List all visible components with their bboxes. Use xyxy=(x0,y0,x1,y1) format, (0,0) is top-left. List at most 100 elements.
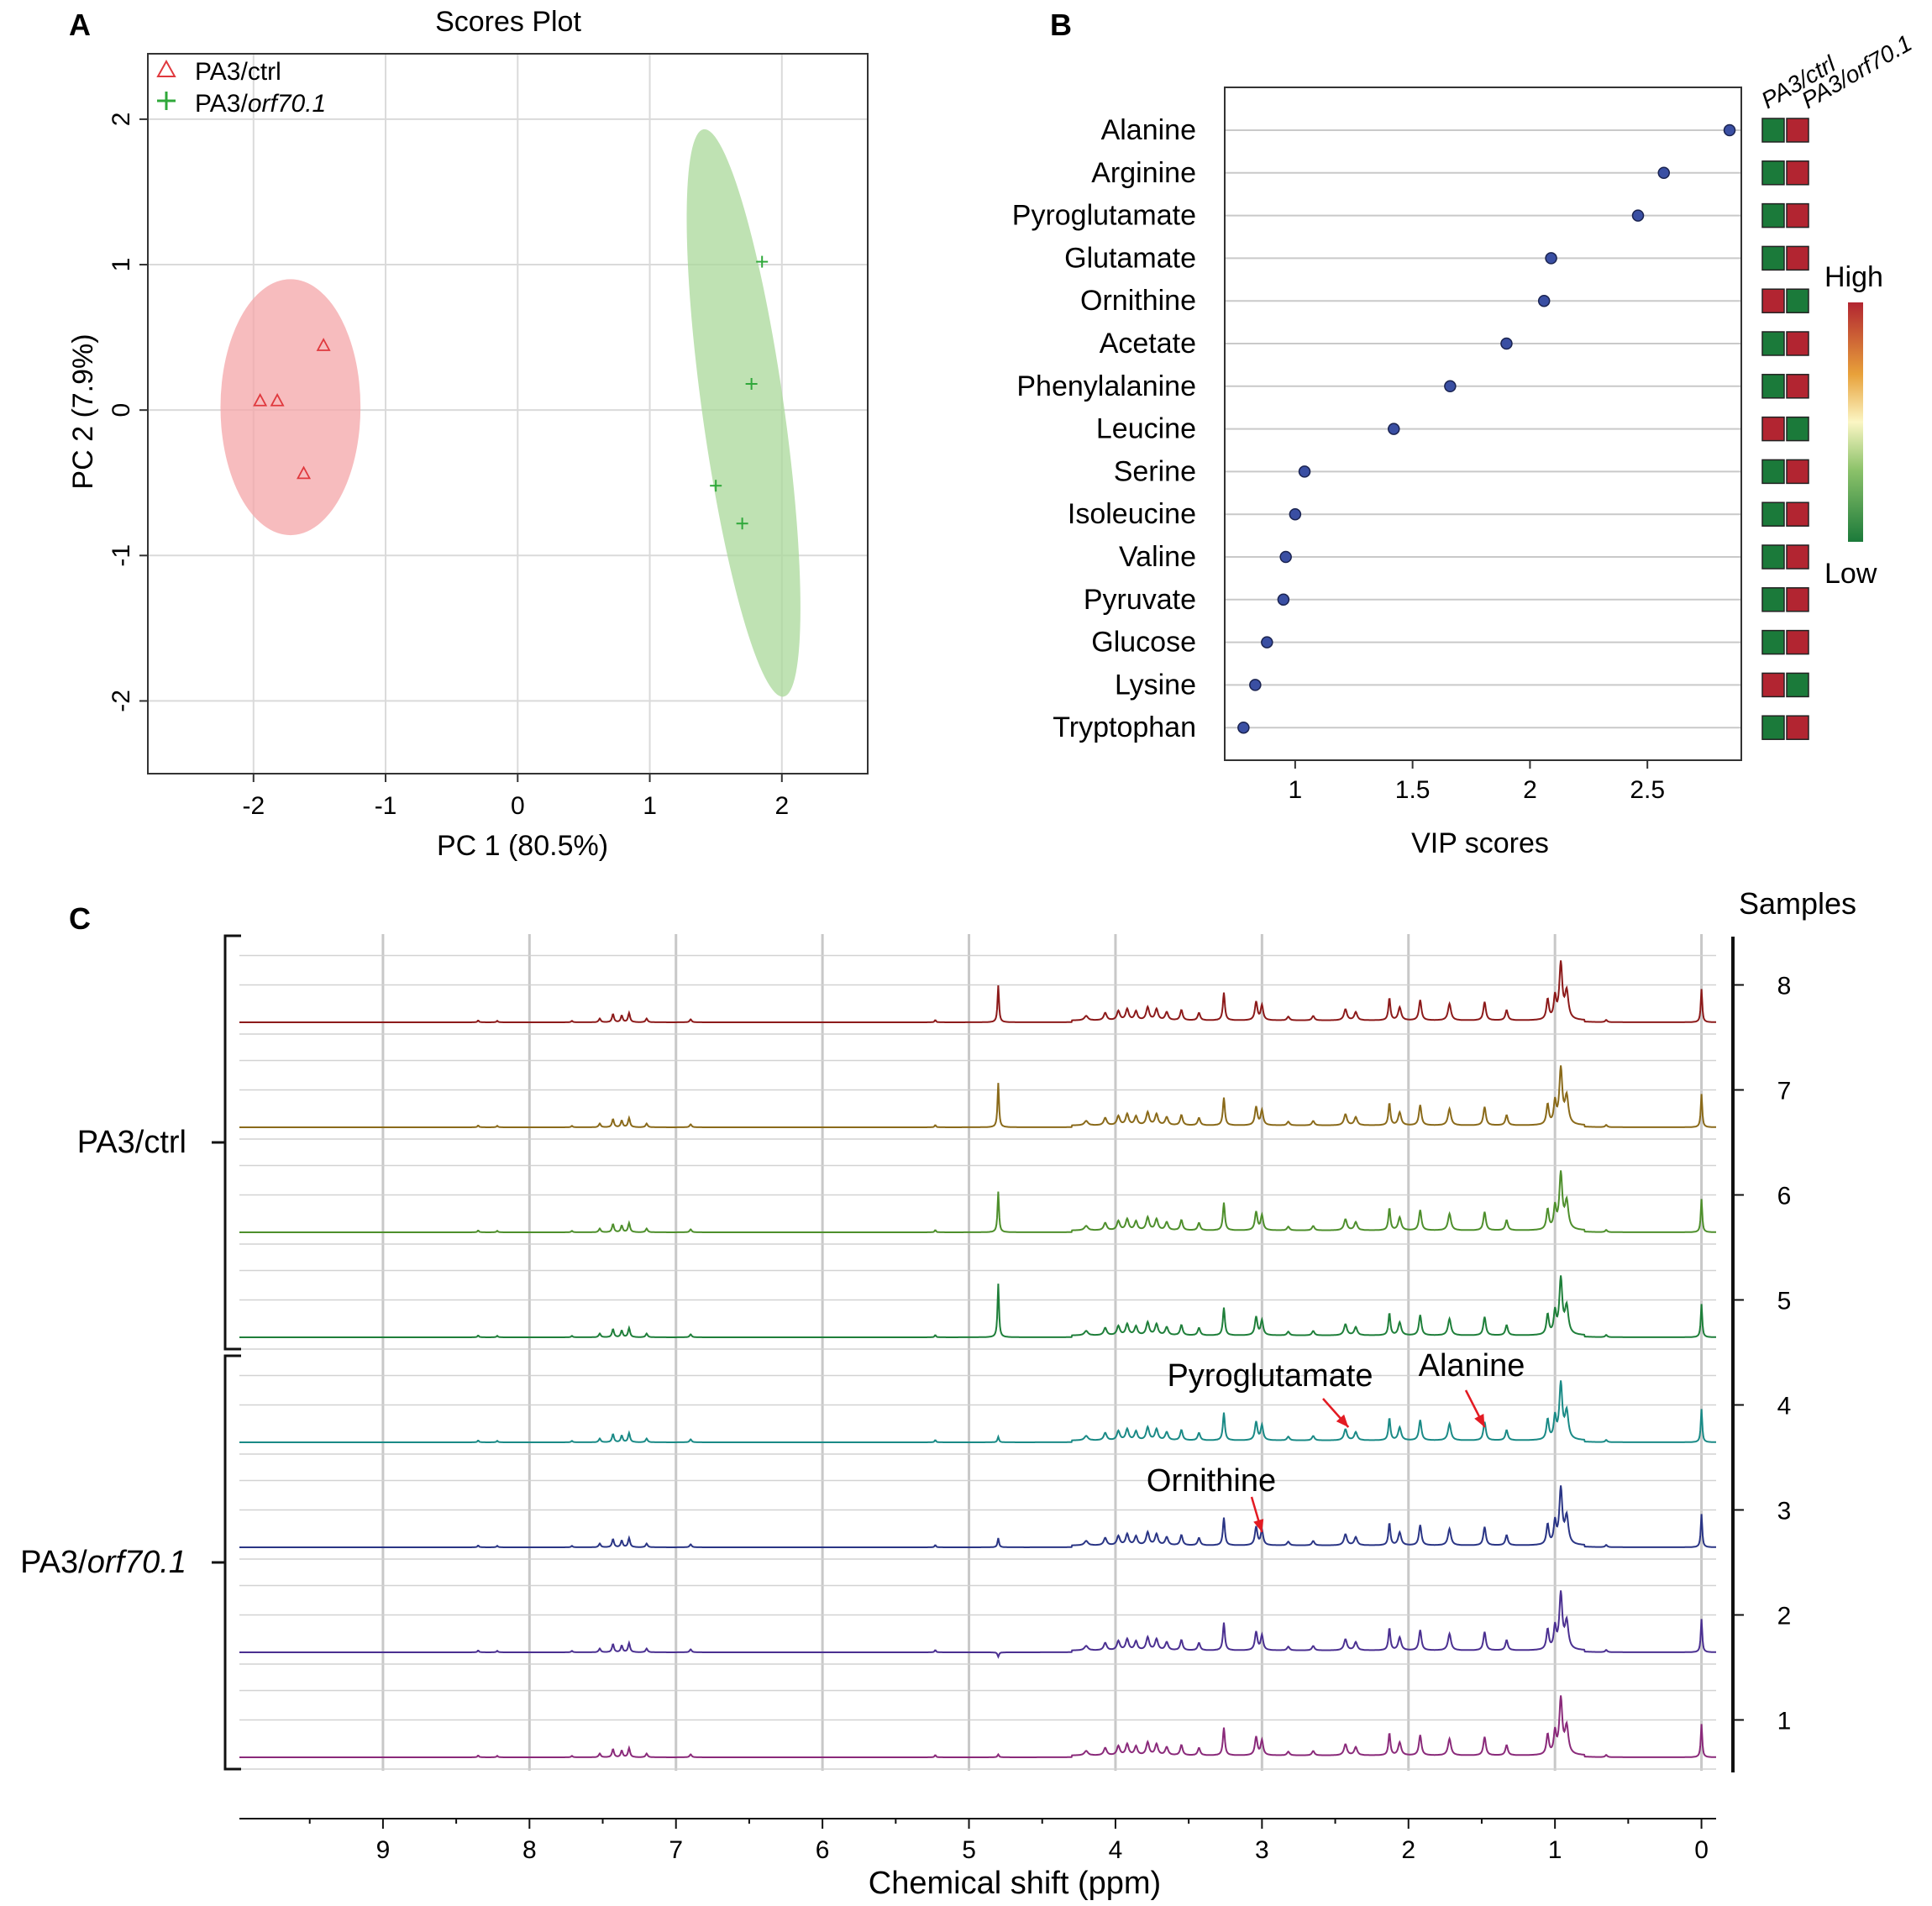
nmr-x-label: Chemical shift (ppm) xyxy=(869,1866,1161,1901)
panel-label-a: A xyxy=(69,8,91,42)
vip-point xyxy=(1500,337,1513,350)
nmr-x-tick-label: 0 xyxy=(1694,1836,1709,1864)
vip-point xyxy=(1279,550,1292,564)
vip-metabolite-label: Arginine xyxy=(1091,157,1196,189)
heat-cell-orf xyxy=(1786,160,1809,186)
vip-point xyxy=(1289,507,1302,521)
vip-x-tick-label: 1.5 xyxy=(1395,776,1431,804)
score-point-orf xyxy=(736,517,748,530)
heat-cell-ctrl xyxy=(1761,587,1785,612)
heat-cell-orf xyxy=(1786,416,1809,442)
vip-point xyxy=(1537,294,1551,307)
score-point-orf xyxy=(745,378,758,391)
spectrum-sample-7 xyxy=(239,1065,1716,1128)
heat-cell-ctrl xyxy=(1761,118,1785,143)
vip-point xyxy=(1237,721,1250,734)
nmr-sample-label: 4 xyxy=(1777,1393,1792,1420)
vip-metabolite-label: Alanine xyxy=(1101,114,1196,146)
nmr-x-tick-label: 2 xyxy=(1401,1836,1415,1864)
group-bracket xyxy=(223,934,241,1351)
nmr-x-tick-label: 8 xyxy=(522,1836,537,1864)
vip-point xyxy=(1631,209,1645,222)
heat-cell-orf xyxy=(1786,202,1809,228)
nmr-x-tick-label: 4 xyxy=(1109,1836,1123,1864)
scores-x-tick-label: 0 xyxy=(511,792,525,820)
nmr-x-tick-label: 5 xyxy=(962,1836,976,1864)
group-label: PA3/orf70.1 xyxy=(20,1545,186,1580)
vip-metabolite-label: Glutamate xyxy=(1064,242,1196,274)
nmr-x-tick-label: 7 xyxy=(669,1836,683,1864)
nmr-annotation-arrowhead xyxy=(1253,1519,1264,1532)
vip-point xyxy=(1277,593,1290,606)
scores-plot-frame xyxy=(147,53,869,774)
vip-metabolite-label: Pyruvate xyxy=(1084,584,1196,616)
heat-cell-ctrl xyxy=(1761,288,1785,313)
scores-x-tick-label: 1 xyxy=(643,792,657,820)
vip-point xyxy=(1657,166,1670,180)
scores-y-label: PC 2 (7.9%) xyxy=(67,333,99,489)
heat-cell-ctrl xyxy=(1761,544,1785,570)
heat-cell-orf xyxy=(1786,715,1809,740)
heat-cell-ctrl xyxy=(1761,202,1785,228)
nmr-sample-label: 6 xyxy=(1777,1183,1792,1210)
heat-cell-orf xyxy=(1786,374,1809,399)
spectrum-sample-5 xyxy=(239,1275,1716,1338)
scores-x-tick-label: 2 xyxy=(774,792,789,820)
legend-orf-plus-icon xyxy=(157,92,176,110)
vip-x-label: VIP scores xyxy=(1411,827,1549,859)
heat-cell-ctrl xyxy=(1761,715,1785,740)
nmr-x-tick-label: 9 xyxy=(376,1836,391,1864)
nmr-sample-label: 1 xyxy=(1777,1708,1792,1735)
heat-legend-high: High xyxy=(1824,261,1883,293)
nmr-annotation-label: Ornithine xyxy=(1147,1463,1276,1499)
nmr-x-tick-label: 1 xyxy=(1548,1836,1562,1864)
scores-y-tick-label: 0 xyxy=(108,403,135,417)
spectrum-sample-2 xyxy=(239,1590,1716,1659)
vip-x-tick-label: 2.5 xyxy=(1630,776,1665,804)
scores-x-label: PC 1 (80.5%) xyxy=(437,830,608,862)
heat-cell-orf xyxy=(1786,288,1809,313)
vip-rows: Alanine Arginine Pyroglutamate Glutamate Orn… xyxy=(1012,114,1809,743)
group-label-main: PA3/ xyxy=(20,1545,87,1580)
vip-point xyxy=(1261,636,1273,648)
nmr-x-tick-label: 3 xyxy=(1255,1836,1269,1864)
scores-points xyxy=(253,255,769,530)
scores-y-tick-label: 1 xyxy=(108,258,135,272)
heat-cell-orf xyxy=(1786,118,1809,143)
scores-y-tick-label: 2 xyxy=(108,113,135,127)
scores-y-ticks: -2 -1 0 1 2 xyxy=(108,113,148,712)
heat-cell-ctrl xyxy=(1761,160,1785,186)
vip-point xyxy=(1298,465,1311,478)
score-point-orf xyxy=(710,480,722,492)
confidence-ellipse-ctrl xyxy=(220,279,361,536)
heat-cell-orf xyxy=(1786,672,1809,698)
scores-x-tick-label: -1 xyxy=(375,792,397,820)
nmr-spectra xyxy=(239,960,1716,1758)
nmr-annotation-arrowhead xyxy=(1336,1414,1349,1427)
nmr-samples-title: Samples xyxy=(1739,886,1856,921)
nmr-annotation-arrowhead xyxy=(1474,1414,1485,1427)
vip-metabolite-label: Acetate xyxy=(1100,328,1196,360)
nmr-sample-axis: 8 7 6 5 4 3 2 1 xyxy=(1731,937,1792,1772)
nmr-sample-label: 8 xyxy=(1777,973,1792,1000)
legend-ctrl-label: PA3/ctrl xyxy=(195,58,281,86)
vip-metabolite-label: Valine xyxy=(1119,541,1196,573)
scores-plot: Scores Plot -2 -1 0 1 2 -2 -1 0 1 2 PC 1 (80.5%)… xyxy=(67,6,869,862)
heat-cell-ctrl xyxy=(1761,501,1785,527)
heat-cell-orf xyxy=(1786,459,1809,485)
vip-metabolite-label: Tryptophan xyxy=(1053,711,1196,743)
spectrum-sample-6 xyxy=(239,1170,1716,1233)
group-label-italic: orf70.1 xyxy=(87,1545,186,1580)
nmr-annotations: Pyroglutamate Alanine Ornithine xyxy=(1147,1348,1525,1533)
spectrum-sample-4 xyxy=(239,1380,1716,1443)
scores-y-tick-label: -2 xyxy=(108,690,135,712)
heat-legend-low: Low xyxy=(1824,558,1877,590)
spectrum-sample-1 xyxy=(239,1695,1716,1758)
group-bracket xyxy=(223,1354,241,1771)
confidence-ellipse-orf xyxy=(686,129,801,697)
nmr-sample-label: 2 xyxy=(1777,1603,1792,1630)
vip-point xyxy=(1545,252,1557,265)
score-point-ctrl xyxy=(253,392,268,407)
vip-plot: Alanine Arginine Pyroglutamate Glutamate Orn… xyxy=(1012,29,1916,859)
